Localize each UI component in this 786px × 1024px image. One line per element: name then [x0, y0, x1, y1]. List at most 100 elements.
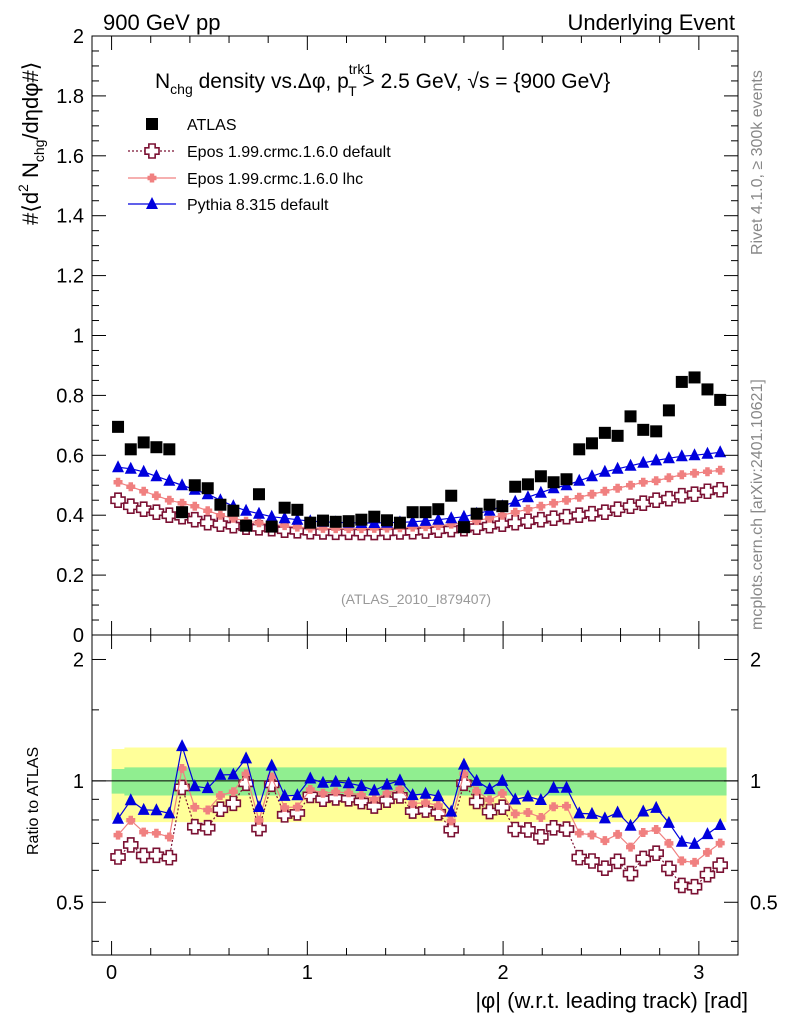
data-point: [598, 426, 611, 439]
y-tick-label: 1.4: [56, 206, 84, 228]
data-point: [549, 498, 559, 508]
ratio-point: [661, 860, 677, 877]
legend: ATLAS Epos 1.99.crmc.1.6.0 default Epos 1.…: [128, 117, 391, 214]
ratio-point: [675, 834, 688, 847]
ratio-point: [574, 828, 584, 838]
data-point: [445, 511, 458, 524]
ratio-point: [148, 847, 165, 864]
data-point: [584, 505, 600, 522]
data-point: [137, 464, 150, 477]
data-point: [560, 473, 573, 486]
data-point: [137, 436, 150, 449]
ratio-point: [483, 782, 496, 795]
data-point: [637, 455, 650, 468]
ratio-frame: [91, 634, 739, 956]
ratio-point: [560, 780, 573, 793]
data-point: [635, 495, 652, 512]
data-point: [278, 511, 291, 524]
data-point: [177, 498, 187, 508]
data-point: [664, 473, 674, 483]
legend-label: ATLAS: [187, 117, 237, 134]
data-point: [368, 510, 381, 523]
ratio-point: [393, 773, 406, 786]
data-point: [212, 516, 229, 532]
ratio-point: [536, 812, 546, 822]
ratio-point: [355, 778, 368, 791]
ratio-point: [163, 806, 176, 819]
data-point: [112, 460, 125, 473]
data-point: [445, 489, 458, 502]
ratio-point: [186, 818, 203, 835]
ratio-point: [305, 784, 315, 794]
data-point: [201, 482, 214, 495]
data-point: [624, 458, 637, 471]
data-point: [626, 480, 636, 490]
data-point: [164, 495, 174, 505]
ratio-axis-label: Ratio to ATLAS: [25, 747, 42, 855]
data-point: [124, 443, 137, 456]
data-point: [571, 507, 588, 524]
ratio-point: [251, 820, 267, 837]
ratio-point: [408, 799, 418, 809]
ratio-point: [509, 792, 522, 805]
data-point: [509, 494, 522, 507]
ratio-point: [433, 800, 443, 810]
ratio-point: [637, 804, 650, 817]
legend-label: Pythia 8.315 default: [187, 197, 329, 214]
ratio-point: [318, 788, 328, 798]
ratio-point: [626, 842, 636, 852]
ratio-point: [315, 791, 331, 808]
data-point: [150, 441, 163, 454]
ratio-point: [510, 809, 520, 819]
series-0: [112, 371, 727, 534]
ratio-point: [648, 845, 664, 861]
ratio-point: [549, 802, 559, 812]
legend-label: Epos 1.99.crmc.1.6.0 default: [187, 144, 391, 161]
data-point: [419, 506, 432, 519]
legend-label: Epos 1.99.crmc.1.6.0 lhc: [187, 171, 363, 188]
data-point: [381, 514, 394, 527]
ratio-point: [699, 866, 716, 883]
data-point: [291, 512, 304, 525]
ratio-point: [547, 780, 560, 793]
y-tick-label: 1.6: [56, 146, 84, 168]
ratio-point: [674, 877, 690, 894]
data-point: [585, 437, 598, 450]
data-point: [534, 485, 547, 498]
ratio-point: [456, 775, 472, 792]
ratio-point: [278, 788, 291, 801]
data-point: [470, 507, 483, 520]
data-point: [240, 519, 253, 532]
ratio-point: [494, 799, 511, 815]
data-point: [148, 504, 165, 521]
ratio-point: [215, 791, 225, 801]
ratio-tick-label-right: 2: [750, 649, 761, 671]
ratio-point: [302, 787, 319, 804]
y-tick-label: 2: [73, 26, 84, 48]
x-tick-label: 1: [302, 962, 313, 984]
ratio-point: [481, 803, 498, 820]
data-point: [393, 516, 406, 529]
ratio-point: [406, 788, 419, 801]
data-point: [497, 510, 507, 520]
ratio-point: [267, 772, 277, 782]
ratio-series-3: [112, 739, 727, 849]
data-point: [675, 449, 688, 462]
data-point: [585, 469, 598, 482]
y-tick-label: 0.8: [56, 385, 84, 407]
ratio-point: [573, 806, 586, 819]
ratio-point: [368, 783, 381, 796]
ratio-point: [382, 788, 392, 798]
ratio-point: [356, 790, 366, 800]
ratio-point: [225, 795, 242, 812]
ratio-point: [395, 784, 405, 794]
data-point: [406, 506, 419, 519]
ratio-point: [419, 786, 432, 799]
ratio-point: [122, 837, 139, 853]
ratio-point: [417, 802, 434, 818]
header-left: 900 GeV pp: [103, 10, 220, 35]
ratio-point: [686, 878, 703, 895]
data-point: [587, 489, 597, 499]
ratio-point: [316, 775, 329, 788]
ratio-point: [150, 803, 163, 816]
